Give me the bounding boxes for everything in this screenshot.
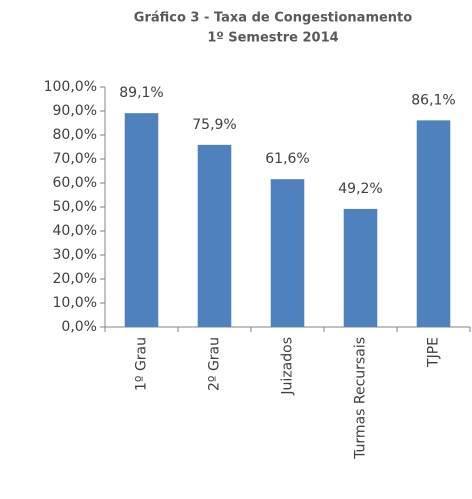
y-tick-label: 60,0% <box>53 175 97 191</box>
x-tick-label: 2º Grau <box>207 337 223 391</box>
value-label: 61,6% <box>265 151 309 167</box>
chart-title: Gráfico 3 - Taxa de Congestionamento <box>134 11 412 26</box>
chart-subtitle: 1º Semestre 2014 <box>207 31 338 46</box>
y-tick-label: 80,0% <box>53 127 97 143</box>
y-tick-label: 30,0% <box>53 247 97 263</box>
bar <box>343 208 378 327</box>
bar <box>270 179 305 327</box>
x-tick-label: Juizados <box>280 337 296 396</box>
y-tick-label: 100,0% <box>44 79 97 95</box>
bar <box>124 113 159 327</box>
value-label: 89,1% <box>119 85 163 101</box>
y-tick-label: 0,0% <box>61 319 97 335</box>
y-tick-label: 20,0% <box>53 271 97 287</box>
y-tick-label: 70,0% <box>53 151 97 167</box>
y-tick-label: 90,0% <box>53 103 97 119</box>
value-label: 86,1% <box>411 92 455 108</box>
y-tick-label: 50,0% <box>53 199 97 215</box>
y-tick-label: 40,0% <box>53 223 97 239</box>
value-label: 49,2% <box>338 181 382 197</box>
bar <box>416 120 451 327</box>
x-tick-label: TJPE <box>426 337 442 368</box>
x-tick-label: 1º Grau <box>134 337 150 391</box>
x-tick-label: Turmas Recursais <box>353 337 369 460</box>
bar <box>197 144 232 327</box>
value-label: 75,9% <box>192 117 236 133</box>
y-tick-label: 10,0% <box>53 295 97 311</box>
